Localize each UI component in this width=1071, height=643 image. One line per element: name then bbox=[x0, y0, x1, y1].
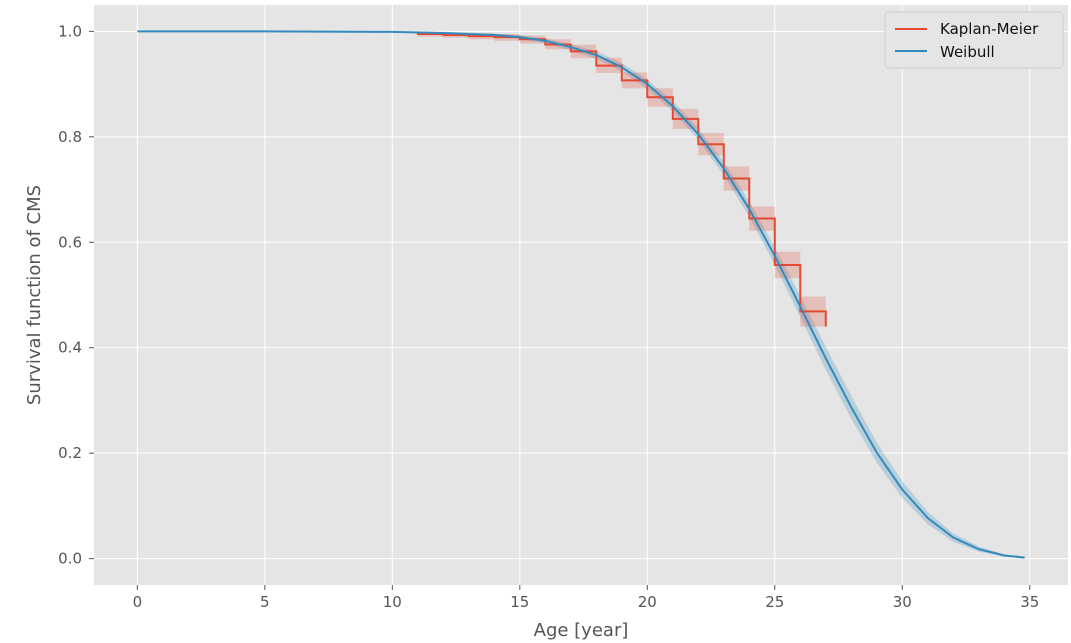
x-tick-label: 5 bbox=[260, 593, 270, 611]
y-tick-label: 0.4 bbox=[58, 339, 82, 357]
legend: Kaplan-Meier Weibull bbox=[884, 11, 1064, 69]
x-tick-label: 20 bbox=[638, 593, 657, 611]
kaplan-meier-line bbox=[416, 31, 827, 327]
axis-ticks: 0 5 10 15 20 25 30 35 0.0 0.2 0.4 0.6 0.8 1.0 bbox=[58, 22, 1039, 611]
series-lines bbox=[137, 30, 1025, 559]
x-tick-label: 15 bbox=[510, 593, 529, 611]
y-tick-label: 1.0 bbox=[58, 22, 82, 40]
x-tick-label: 0 bbox=[133, 593, 143, 611]
x-tick-label: 30 bbox=[893, 593, 912, 611]
x-tick-label: 35 bbox=[1020, 593, 1039, 611]
legend-kaplan-meier-label: Kaplan-Meier bbox=[940, 20, 1039, 38]
legend-box bbox=[884, 11, 1064, 69]
plot-background bbox=[94, 5, 1068, 585]
x-axis-label: Age [year] bbox=[534, 620, 629, 641]
x-tick-label: 25 bbox=[765, 593, 784, 611]
weibull-line bbox=[137, 30, 1025, 559]
y-tick-label: 0.6 bbox=[58, 233, 82, 251]
y-tick-label: 0.8 bbox=[58, 128, 82, 146]
x-tick-label: 10 bbox=[383, 593, 402, 611]
y-tick-label: 0.0 bbox=[58, 550, 82, 568]
y-tick-label: 0.2 bbox=[58, 444, 82, 462]
y-axis-label: Survival function of CMS bbox=[24, 185, 45, 405]
legend-weibull-label: Weibull bbox=[940, 43, 995, 61]
